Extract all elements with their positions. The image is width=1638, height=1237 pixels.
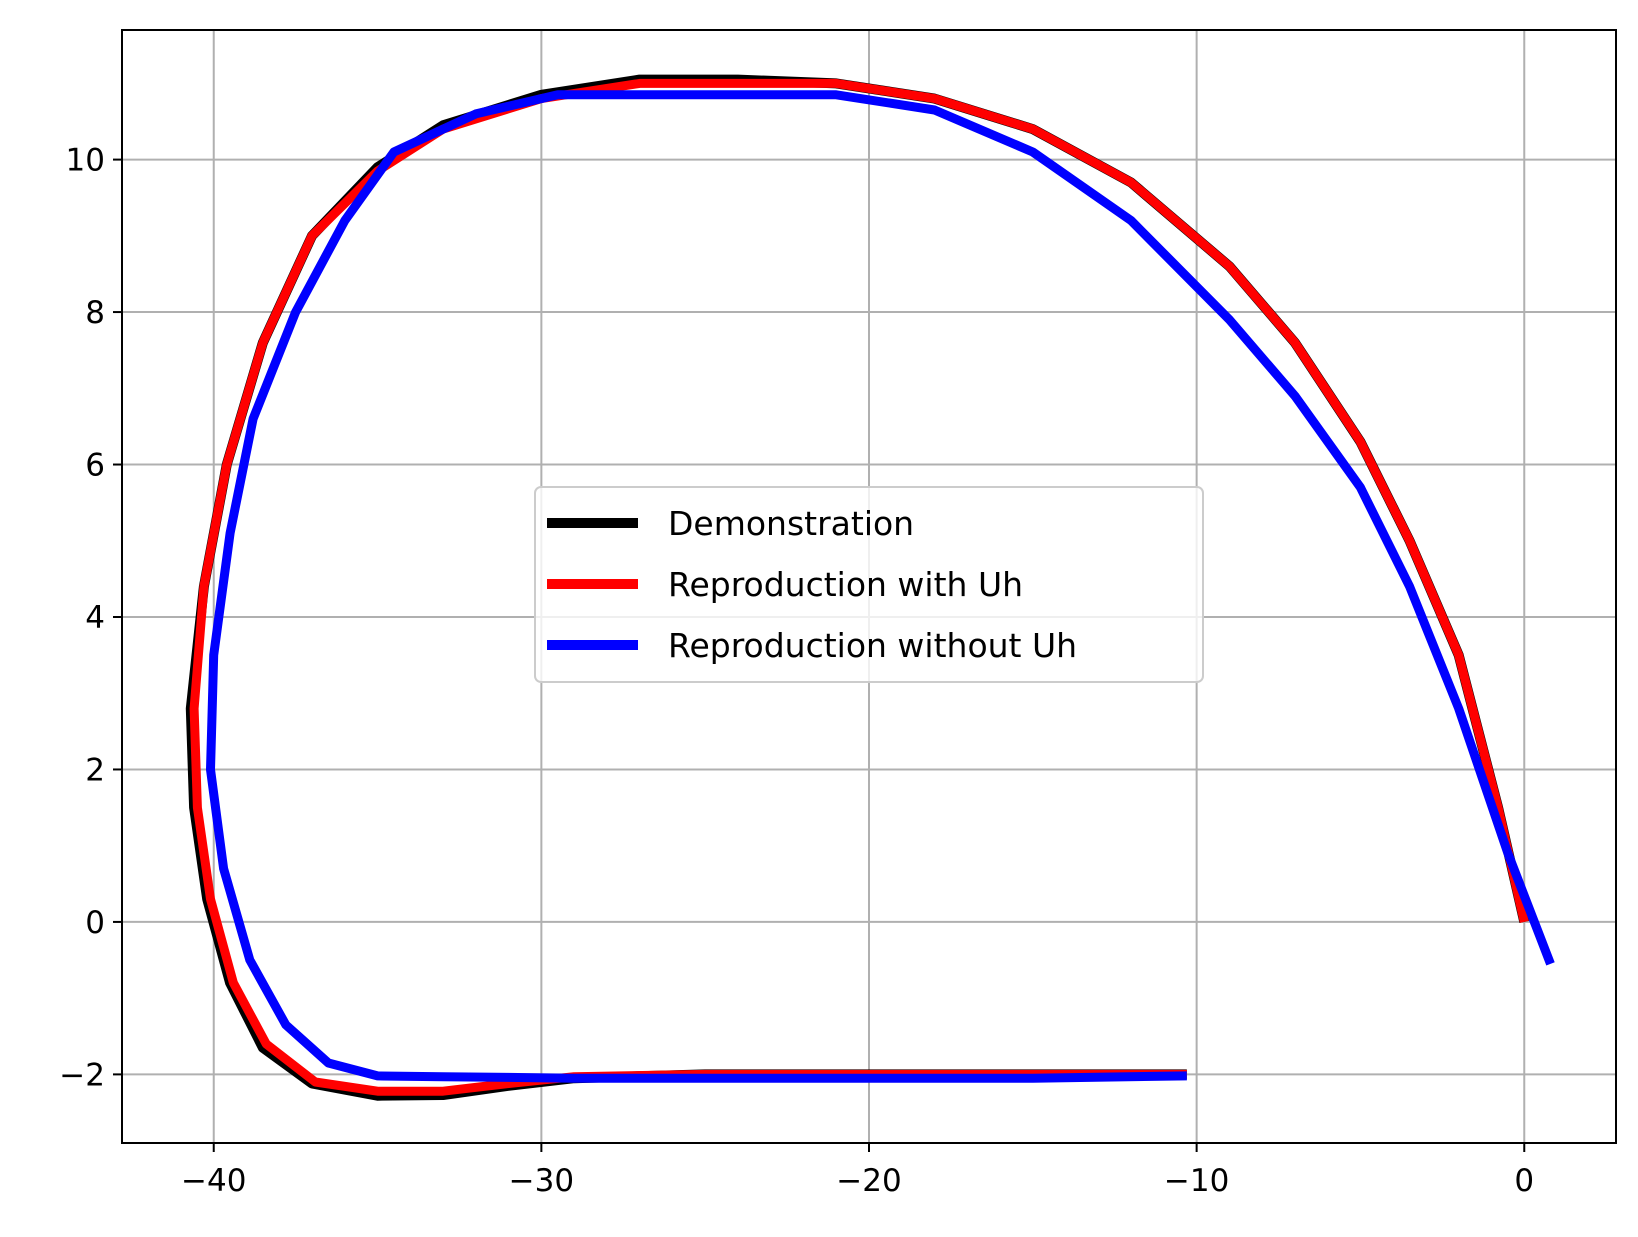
y-tick-label: 6 bbox=[85, 448, 105, 484]
legend-label: Demonstration bbox=[668, 504, 914, 543]
x-axis: −40 −30 −20 −10 0 bbox=[181, 1143, 1534, 1199]
x-tick-label: −40 bbox=[181, 1163, 246, 1199]
y-tick-label: 2 bbox=[85, 752, 105, 788]
series-line-reproduction-with-uh bbox=[189, 78, 1529, 1096]
y-tick-label: 4 bbox=[85, 600, 105, 636]
legend: Demonstration Reproduction with Uh Reprodu… bbox=[534, 486, 1204, 683]
x-tick-label: −30 bbox=[509, 1163, 574, 1199]
y-tick-label: 0 bbox=[85, 905, 105, 941]
legend-label: Reproduction without Uh bbox=[668, 626, 1077, 665]
legend-box bbox=[534, 486, 1204, 683]
y-tick-label: 8 bbox=[85, 295, 105, 331]
x-tick-label: −20 bbox=[836, 1163, 901, 1199]
series-line-reproduction-without-uh bbox=[206, 90, 1555, 1083]
y-axis: −2 0 2 4 6 8 10 bbox=[59, 143, 122, 1093]
x-tick-label: −10 bbox=[1164, 1163, 1229, 1199]
legend-label: Reproduction with Uh bbox=[668, 565, 1023, 604]
y-tick-label: −2 bbox=[59, 1057, 105, 1093]
x-tick-label: 0 bbox=[1514, 1163, 1534, 1199]
y-tick-label: 10 bbox=[66, 143, 105, 179]
series-layer bbox=[185, 74, 1555, 1101]
